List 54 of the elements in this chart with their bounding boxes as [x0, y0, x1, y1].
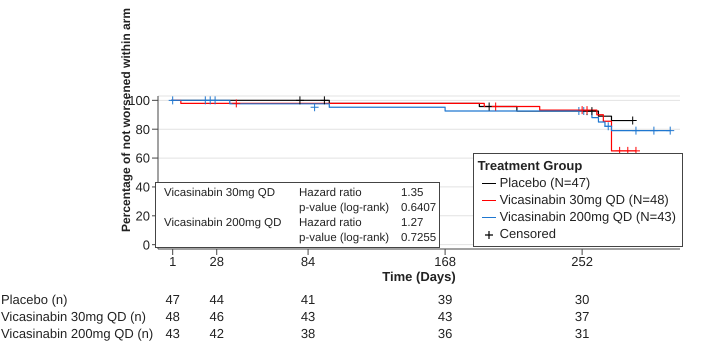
annotation: 1.35 [401, 186, 424, 201]
legend-label: Vicasinabin 30mg QD (N=48) [500, 192, 669, 207]
text: 41 [300, 292, 316, 307]
annotation: 1.27 [401, 216, 424, 231]
legend-label: Placebo (N=47) [500, 175, 590, 190]
legend-title: Treatment Group [478, 157, 584, 174]
legend-label: Censored [500, 226, 556, 241]
text: 42 [208, 326, 225, 341]
annotation: Hazard ratio [299, 186, 362, 201]
annotation: 0.7255 [401, 231, 436, 246]
text: Vicasinabin 30mg QD (n) [1, 309, 146, 324]
x-tick-label: 168 [434, 254, 456, 270]
text: Vicasinabin 200mg QD (n) [1, 326, 154, 341]
x-tick-label: 252 [571, 254, 593, 270]
point [320, 96, 329, 105]
y-tick-label: 80 [136, 122, 150, 137]
x-tick-label: 1 [169, 254, 176, 270]
y-tick-label: 0 [142, 237, 150, 252]
text: 37 [574, 309, 590, 324]
x-tick-label: 84 [300, 254, 316, 270]
text: 47 [164, 292, 181, 307]
text: 44 [208, 292, 225, 307]
x-tick-label: 28 [209, 254, 224, 270]
point [295, 96, 304, 105]
text: 48 [164, 309, 181, 324]
y-tick-label: 20 [136, 208, 150, 224]
point [587, 106, 596, 116]
point [604, 122, 613, 131]
y-tick-label: 40 [136, 180, 150, 195]
point [631, 126, 640, 136]
text: 43 [436, 309, 454, 324]
text: Placebo (n) [1, 292, 68, 307]
text: 43 [164, 326, 181, 341]
annotation: 0.6407 [401, 201, 436, 216]
point [310, 102, 320, 112]
annotation: Hazard ratio [299, 216, 362, 231]
text: 38 [300, 326, 316, 341]
text: 39 [436, 292, 454, 307]
annotation: Vicasinabin 30mg QD [164, 186, 276, 201]
point [649, 126, 658, 136]
text: 31 [574, 326, 590, 341]
text: 30 [574, 292, 590, 307]
point [666, 126, 675, 136]
y-tick-label: 60 [136, 150, 150, 166]
point [232, 98, 241, 108]
text: 36 [436, 326, 454, 341]
annotation: p-value (log-rank) [299, 201, 390, 216]
x-axis-title: Time (Days) [382, 269, 456, 284]
legend-label: Vicasinabin 200mg QD (N=43) [500, 209, 676, 224]
annotation: Vicasinabin 200mg QD [164, 216, 282, 231]
point [210, 96, 220, 105]
text: 43 [300, 309, 316, 324]
text: 46 [208, 309, 225, 324]
annotation: p-value (log-rank) [299, 231, 390, 246]
